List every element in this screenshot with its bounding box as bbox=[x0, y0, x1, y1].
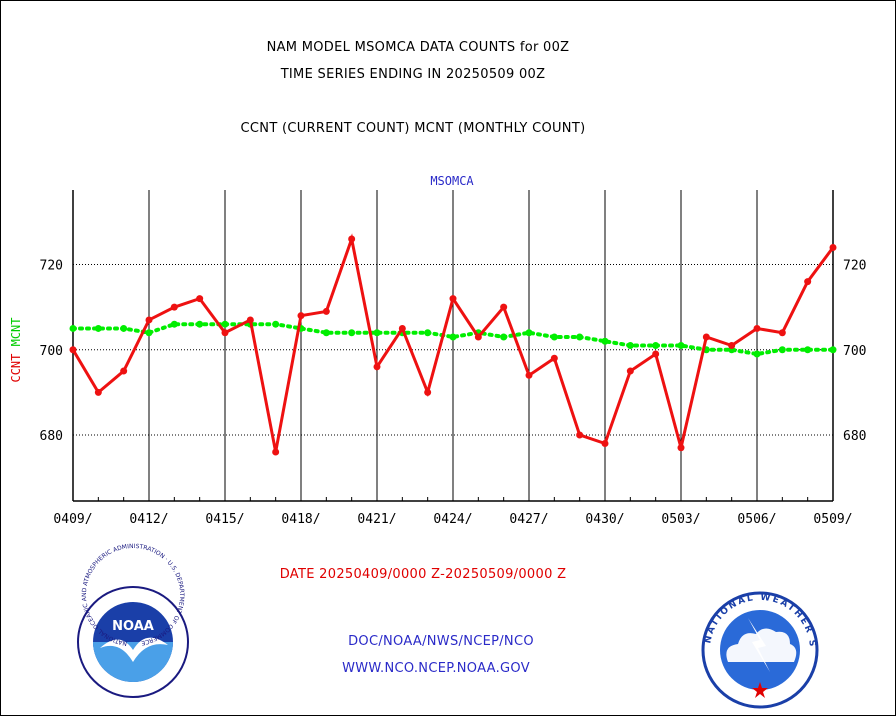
nws-ring-text: NATIONAL WEATHER SERVICE bbox=[0, 0, 815, 649]
y-tick-label-right: 720 bbox=[843, 259, 866, 274]
point-mcnt bbox=[373, 329, 381, 337]
point-mcnt bbox=[449, 333, 457, 341]
noaa-logo: NOAA NATIONAL OCEANIC AND ATMOSPHERIC AD… bbox=[77, 543, 189, 698]
y-axis-label-ccnt: CCNT bbox=[9, 354, 23, 383]
point-ccnt bbox=[170, 303, 178, 311]
point-mcnt bbox=[601, 337, 609, 345]
point-ccnt bbox=[196, 295, 204, 303]
y-axis-label: CCNT MCNT bbox=[9, 317, 23, 382]
point-mcnt bbox=[829, 346, 837, 354]
y-tick-label-left: 700 bbox=[40, 344, 63, 359]
point-ccnt bbox=[373, 363, 381, 371]
point-ccnt bbox=[576, 431, 584, 439]
point-ccnt bbox=[69, 346, 77, 354]
y-tick-label-left: 680 bbox=[40, 429, 63, 444]
title-line-1: NAM MODEL MSOMCA DATA COUNTS for 00Z bbox=[267, 40, 570, 55]
point-mcnt bbox=[69, 324, 77, 332]
point-mcnt bbox=[550, 333, 558, 341]
plot-grid bbox=[72, 190, 834, 501]
point-ccnt bbox=[778, 329, 786, 337]
point-mcnt bbox=[196, 320, 204, 328]
plot-series bbox=[69, 233, 837, 456]
point-mcnt bbox=[170, 320, 178, 328]
title-line-3: CCNT (CURRENT COUNT) MCNT (MONTHLY COUNT… bbox=[241, 121, 586, 136]
x-tick-label: 0412/ bbox=[129, 512, 168, 527]
point-mcnt bbox=[500, 333, 508, 341]
x-tick-label: 0421/ bbox=[357, 512, 396, 527]
point-mcnt bbox=[576, 333, 584, 341]
svg-text:NATIONAL WEATHER SERVICE: NATIONAL WEATHER SERVICE bbox=[0, 0, 815, 649]
plot-axes bbox=[72, 190, 834, 502]
x-tick-label: 0415/ bbox=[205, 512, 244, 527]
point-mcnt bbox=[677, 342, 685, 349]
point-ccnt bbox=[424, 388, 432, 396]
point-ccnt bbox=[348, 235, 356, 243]
x-tick-label: 0424/ bbox=[433, 512, 472, 527]
point-ccnt bbox=[829, 244, 837, 252]
point-ccnt bbox=[246, 316, 254, 324]
point-mcnt bbox=[145, 329, 153, 337]
x-tick-label: 0427/ bbox=[509, 512, 548, 527]
point-ccnt bbox=[449, 295, 457, 303]
point-mcnt bbox=[348, 329, 356, 337]
point-ccnt bbox=[221, 329, 229, 337]
point-ccnt bbox=[120, 367, 128, 375]
x-tick-label: 0430/ bbox=[585, 512, 624, 527]
point-ccnt bbox=[500, 303, 508, 311]
point-mcnt bbox=[322, 329, 330, 337]
point-ccnt bbox=[677, 444, 685, 452]
point-ccnt bbox=[398, 324, 406, 332]
point-ccnt bbox=[322, 307, 330, 315]
point-ccnt bbox=[550, 354, 558, 362]
point-ccnt bbox=[525, 371, 533, 379]
point-mcnt bbox=[272, 320, 280, 328]
point-ccnt bbox=[601, 439, 609, 447]
point-mcnt bbox=[652, 342, 660, 349]
point-mcnt bbox=[778, 346, 786, 354]
point-mcnt bbox=[804, 346, 812, 354]
point-ccnt bbox=[297, 312, 305, 320]
y-tick-label-right: 700 bbox=[843, 344, 866, 359]
point-ccnt bbox=[702, 333, 710, 341]
date-range-label: DATE 20250409/0000 Z-20250509/0000 Z bbox=[280, 567, 567, 582]
tick-labels: 680 680 700 700 720 720 0409/0412/0415/0418/04… bbox=[40, 259, 867, 527]
point-ccnt bbox=[753, 324, 761, 332]
point-ccnt bbox=[94, 388, 102, 396]
noaa-logo-label: NOAA bbox=[112, 619, 154, 634]
point-ccnt bbox=[272, 448, 280, 456]
chart-title: MSOMCA bbox=[430, 174, 474, 188]
y-tick-label-left: 720 bbox=[40, 259, 63, 274]
x-tick-label: 0509/ bbox=[813, 512, 852, 527]
point-mcnt bbox=[424, 329, 432, 337]
point-mcnt bbox=[753, 350, 761, 358]
point-mcnt bbox=[626, 342, 634, 349]
point-ccnt bbox=[728, 342, 736, 349]
point-mcnt bbox=[525, 329, 533, 337]
point-ccnt bbox=[626, 367, 634, 375]
x-tick-label: 0503/ bbox=[661, 512, 700, 527]
y-tick-label-right: 680 bbox=[843, 429, 866, 444]
title-line-2: TIME SERIES ENDING IN 20250509 00Z bbox=[280, 67, 546, 82]
point-ccnt bbox=[474, 333, 482, 341]
org-label: DOC/NOAA/NWS/NCEP/NCO bbox=[348, 634, 534, 649]
y-axis-label-mcnt: MCNT bbox=[9, 317, 23, 346]
url-link[interactable]: WWW.NCO.NCEP.NOAA.GOV bbox=[342, 661, 530, 676]
x-tick-label: 0409/ bbox=[53, 512, 92, 527]
x-tick-label: 0506/ bbox=[737, 512, 776, 527]
point-mcnt bbox=[221, 320, 229, 328]
point-ccnt bbox=[652, 350, 660, 358]
point-ccnt bbox=[145, 316, 153, 324]
point-ccnt bbox=[804, 278, 812, 286]
point-mcnt bbox=[94, 324, 102, 332]
x-tick-label: 0418/ bbox=[281, 512, 320, 527]
point-mcnt bbox=[120, 324, 128, 332]
